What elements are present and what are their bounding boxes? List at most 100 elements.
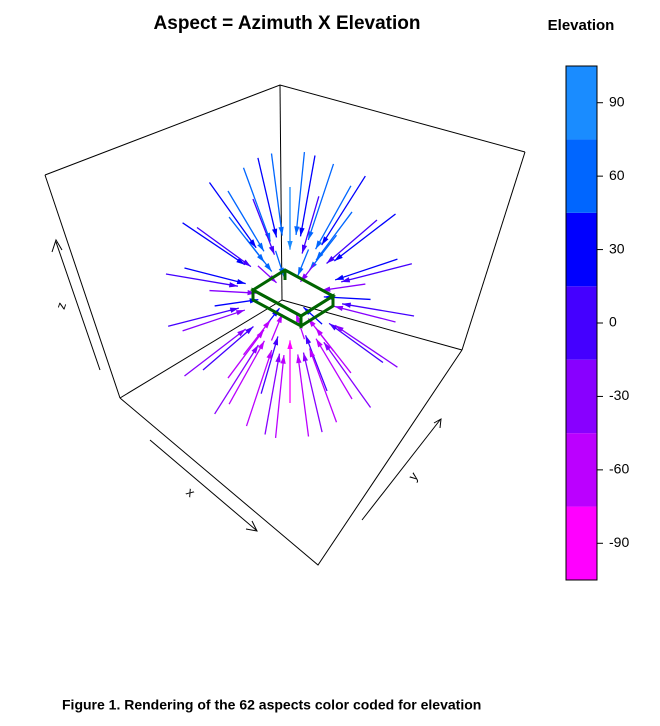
aspect-arrow bbox=[294, 152, 306, 236]
aspect-arrow bbox=[321, 283, 366, 292]
box-edge bbox=[119, 299, 283, 399]
chart-title: Aspect = Azimuth X Elevation bbox=[154, 13, 421, 34]
arrow-head bbox=[249, 239, 257, 248]
x-axis-arrow bbox=[149, 439, 257, 531]
aspect-arrow bbox=[326, 219, 378, 264]
aspect-arrow bbox=[274, 354, 286, 438]
colorbar-tick-label: 60 bbox=[609, 167, 625, 183]
center-box bbox=[250, 268, 336, 329]
arrow-head bbox=[237, 329, 246, 337]
colorbar-tick-label: 0 bbox=[609, 314, 617, 330]
arrow-head bbox=[323, 342, 331, 351]
aspect-arrow bbox=[245, 238, 273, 272]
aspect-arrow bbox=[214, 344, 259, 415]
box-edge bbox=[44, 84, 526, 176]
arrow-shaft bbox=[326, 219, 378, 264]
aspect-arrow bbox=[299, 155, 316, 237]
arrow-head bbox=[242, 259, 251, 267]
arrow-shaft bbox=[260, 336, 279, 394]
arrow-shaft bbox=[315, 338, 353, 400]
arrow-head bbox=[266, 350, 272, 360]
y-axis-label: y bbox=[405, 469, 421, 484]
arrow-shaft bbox=[299, 155, 316, 237]
arrow-shaft bbox=[334, 324, 398, 368]
arrow-shaft bbox=[228, 340, 265, 405]
aspect-arrow bbox=[184, 328, 247, 377]
arrow-head bbox=[309, 348, 315, 358]
arrow-shaft bbox=[295, 152, 306, 236]
y-axis-arrow bbox=[361, 419, 441, 521]
arrow-head bbox=[275, 353, 281, 363]
arrow-shaft bbox=[334, 258, 398, 281]
arrow-head bbox=[342, 302, 352, 308]
aspect-arrow bbox=[264, 353, 281, 435]
arrow-head bbox=[236, 278, 246, 285]
arrow-head bbox=[335, 325, 344, 333]
aspect-arrow bbox=[242, 167, 272, 242]
aspect-arrow bbox=[270, 153, 284, 236]
aspect-arrow bbox=[202, 326, 254, 371]
arrow-head bbox=[305, 335, 312, 345]
arrow-head bbox=[316, 251, 324, 261]
aspect-arrow bbox=[257, 157, 278, 238]
arrow-shaft bbox=[274, 354, 285, 438]
colorbar-band bbox=[566, 359, 597, 434]
aspect-arrow bbox=[227, 329, 265, 379]
arrow-shaft bbox=[227, 190, 265, 252]
arrow-head bbox=[287, 241, 293, 250]
aspect-arrow bbox=[242, 319, 271, 356]
aspect-arrow bbox=[182, 222, 246, 266]
arrow-shaft bbox=[308, 348, 338, 423]
colorbar-band bbox=[566, 212, 597, 287]
arrow-shaft bbox=[242, 167, 272, 242]
arrow-shaft bbox=[315, 211, 353, 261]
colorbar-title: Elevation bbox=[548, 17, 615, 34]
x-axis-label: x bbox=[183, 484, 198, 500]
arrow-head bbox=[257, 242, 264, 252]
arrow-shaft bbox=[323, 341, 372, 408]
aspect-arrow bbox=[341, 302, 415, 317]
aspect-arrow bbox=[304, 335, 328, 392]
arrow-head bbox=[263, 320, 271, 329]
arrow-shaft bbox=[252, 198, 276, 255]
arrow-shaft bbox=[184, 328, 247, 377]
aspect-arrow bbox=[307, 163, 335, 241]
aspect-arrow bbox=[296, 354, 310, 437]
arrow-shaft bbox=[214, 344, 259, 415]
arrow-shaft bbox=[182, 309, 246, 332]
colorbar-band bbox=[566, 433, 597, 507]
arrow-head bbox=[278, 226, 284, 236]
aspect-arrow bbox=[334, 324, 398, 368]
arrow-head bbox=[296, 354, 302, 364]
arrow-head bbox=[229, 307, 239, 313]
aspect-arrow bbox=[184, 267, 246, 285]
aspect-arrow bbox=[270, 313, 283, 341]
z-axis-arrow bbox=[55, 241, 101, 371]
arrow-head bbox=[334, 305, 344, 312]
arrow-shaft bbox=[208, 182, 257, 249]
arrow-head bbox=[245, 326, 254, 335]
arrow-shaft bbox=[297, 354, 310, 437]
aspect-arrow bbox=[245, 349, 273, 427]
arrow-head bbox=[236, 257, 245, 265]
aspect-arrow bbox=[334, 305, 396, 323]
arrow-shaft bbox=[307, 163, 335, 241]
arrow-shaft bbox=[264, 353, 281, 435]
aspect-arrow bbox=[301, 196, 320, 254]
aspect-arrow bbox=[321, 175, 366, 246]
arrow-shaft bbox=[302, 352, 323, 433]
arrowhead bbox=[245, 520, 258, 532]
arrow-head bbox=[315, 240, 323, 250]
arrow-head bbox=[329, 323, 338, 331]
aspect-arrow bbox=[196, 226, 252, 268]
arrow-head bbox=[256, 329, 264, 339]
arrow-shaft bbox=[301, 196, 320, 254]
arrow-shaft bbox=[196, 226, 252, 268]
arrow-head bbox=[341, 277, 351, 283]
arrow-head bbox=[271, 228, 278, 238]
arrow-head bbox=[301, 244, 308, 254]
aspect-arrow bbox=[287, 340, 293, 403]
arrow-head bbox=[251, 344, 259, 354]
aspect-arrow bbox=[182, 309, 246, 332]
